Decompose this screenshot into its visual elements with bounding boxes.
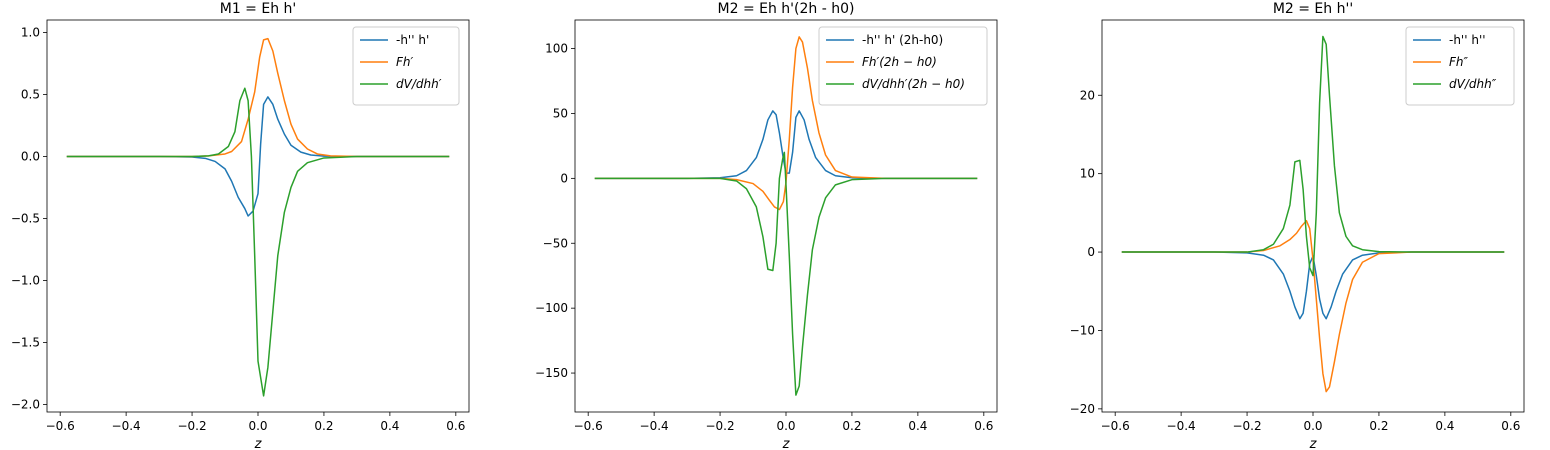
subplot-1: −0.6 −0.4 −0.2 0.0 0.2 0.4 0.6 −2.0 −1.5 −1.0 −0.5… <box>11 1 470 450</box>
series-line-3 <box>66 87 450 397</box>
x-tick-label: −0.2 <box>1232 419 1261 433</box>
y-tick-label: −1.5 <box>11 336 40 350</box>
chart-title: M2 = Eh h'(2h - h0) <box>718 1 855 17</box>
legend-box <box>352 26 460 106</box>
legend-entry: -h'' h' <box>396 33 429 47</box>
series-line-2 <box>66 37 450 158</box>
x-tick-label: 0.6 <box>974 419 993 433</box>
series-line-1 <box>594 110 978 180</box>
legend-box <box>818 26 988 106</box>
y-tick-label: −150 <box>535 366 568 380</box>
y-tick-label: −2.0 <box>11 398 40 412</box>
x-tick-label: 0.6 <box>1501 419 1520 433</box>
y-tick-label: −20 <box>1070 402 1095 416</box>
x-axis-label: z <box>782 437 791 450</box>
legend-entry: dV/dhh′(2h − h0) <box>862 77 965 91</box>
legend-entry: Fh″ <box>1449 55 1469 69</box>
chart-title: M1 = Eh h' <box>220 1 297 17</box>
x-tick-label: 0.2 <box>1369 419 1388 433</box>
legend-entry: -h'' h'' <box>1449 33 1486 47</box>
x-tick-label: −0.4 <box>1167 419 1196 433</box>
x-tick-label: 0.0 <box>248 419 267 433</box>
x-axis-label: z <box>1309 437 1318 450</box>
y-tick-label: −10 <box>1070 323 1095 337</box>
x-tick-label: −0.6 <box>46 419 75 433</box>
y-tick-label: −0.5 <box>11 211 40 225</box>
legend-entry: dV/dhh′ <box>396 77 442 91</box>
legend-entry: Fh′(2h − h0) <box>862 55 937 69</box>
legend: -h'' h' Fh′ dV/dhh′ <box>352 26 460 106</box>
y-tick-label: 10 <box>1080 167 1095 181</box>
legend: -h'' h' (2h-h0) Fh′(2h − h0) dV/dhh′(2h − … <box>818 26 988 106</box>
x-tick-label: −0.2 <box>177 419 206 433</box>
y-tick-label: 0.5 <box>21 87 40 101</box>
x-tick-label: −0.2 <box>705 419 734 433</box>
chart-title: M2 = Eh h'' <box>1273 1 1353 17</box>
series-line-3 <box>594 151 978 396</box>
y-tick-label: 0.0 <box>21 149 40 163</box>
series-line-2 <box>1121 219 1505 393</box>
y-tick-label: 1.0 <box>21 25 40 39</box>
y-tick-label: 50 <box>553 106 568 120</box>
y-tick-label: 0 <box>1087 245 1095 259</box>
y-tick-label: −1.0 <box>11 274 40 288</box>
legend-entry: dV/dhh″ <box>1449 77 1497 91</box>
legend: -h'' h'' Fh″ dV/dhh″ <box>1405 26 1515 106</box>
legend-entry: -h'' h' (2h-h0) <box>862 33 943 47</box>
legend-box <box>1405 26 1515 106</box>
x-tick-label: 0.4 <box>1435 419 1454 433</box>
x-tick-label: −0.4 <box>640 419 669 433</box>
x-axis-label: z <box>254 437 263 450</box>
y-tick-label: −100 <box>535 301 568 315</box>
x-tick-label: 0.4 <box>908 419 927 433</box>
x-tick-label: 0.6 <box>446 419 465 433</box>
y-tick-label: 0 <box>560 171 568 185</box>
series-line-2 <box>594 36 978 211</box>
x-tick-label: −0.6 <box>574 419 603 433</box>
y-tick-label: −50 <box>543 236 568 250</box>
subplot-3: −0.6 −0.4 −0.2 0.0 0.2 0.4 0.6 −20 −10 0 10 20 M2 = … <box>1070 1 1525 450</box>
x-tick-label: 0.2 <box>314 419 333 433</box>
series-line-3 <box>1121 35 1505 277</box>
subplot-2: −0.6 −0.4 −0.2 0.0 0.2 0.4 0.6 −150 −100 −50 0 50 10… <box>535 1 998 450</box>
y-tick-label: 100 <box>545 42 568 56</box>
x-tick-label: 0.2 <box>842 419 861 433</box>
x-tick-label: −0.4 <box>112 419 141 433</box>
x-tick-label: 0.0 <box>1303 419 1322 433</box>
x-tick-label: 0.4 <box>380 419 399 433</box>
x-tick-label: −0.6 <box>1101 419 1130 433</box>
series-line-1 <box>66 96 450 217</box>
y-tick-label: 20 <box>1080 88 1095 102</box>
x-tick-label: 0.0 <box>776 419 795 433</box>
legend-entry: Fh′ <box>396 55 414 69</box>
